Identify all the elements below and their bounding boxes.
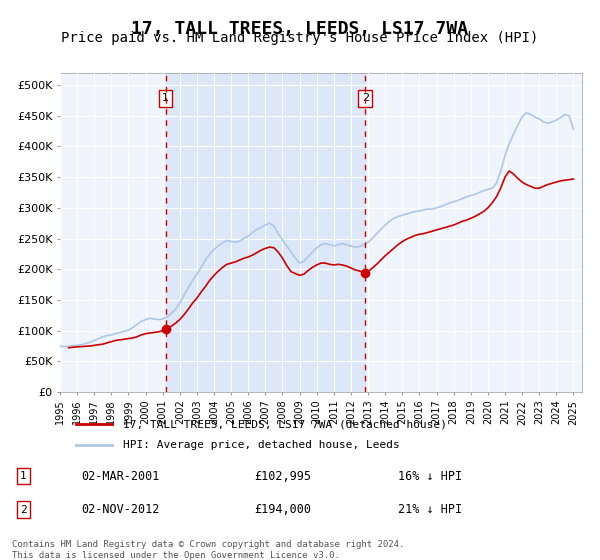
Text: 17, TALL TREES, LEEDS, LS17 7WA: 17, TALL TREES, LEEDS, LS17 7WA xyxy=(131,20,469,38)
Text: £194,000: £194,000 xyxy=(254,503,311,516)
Text: 02-MAR-2001: 02-MAR-2001 xyxy=(81,469,160,483)
Text: 02-NOV-2012: 02-NOV-2012 xyxy=(81,503,160,516)
Text: Price paid vs. HM Land Registry's House Price Index (HPI): Price paid vs. HM Land Registry's House … xyxy=(61,31,539,45)
Text: Contains HM Land Registry data © Crown copyright and database right 2024.
This d: Contains HM Land Registry data © Crown c… xyxy=(12,540,404,560)
Text: 1: 1 xyxy=(162,94,169,104)
Bar xyxy=(166,73,365,392)
Text: 2: 2 xyxy=(362,94,369,104)
Text: 1: 1 xyxy=(20,471,27,481)
Text: 21% ↓ HPI: 21% ↓ HPI xyxy=(398,503,462,516)
Text: HPI: Average price, detached house, Leeds: HPI: Average price, detached house, Leed… xyxy=(122,440,400,450)
Text: 17, TALL TREES, LEEDS, LS17 7WA (detached house): 17, TALL TREES, LEEDS, LS17 7WA (detache… xyxy=(122,419,446,429)
Text: £102,995: £102,995 xyxy=(254,469,311,483)
Text: 2: 2 xyxy=(20,505,27,515)
Text: 16% ↓ HPI: 16% ↓ HPI xyxy=(398,469,462,483)
